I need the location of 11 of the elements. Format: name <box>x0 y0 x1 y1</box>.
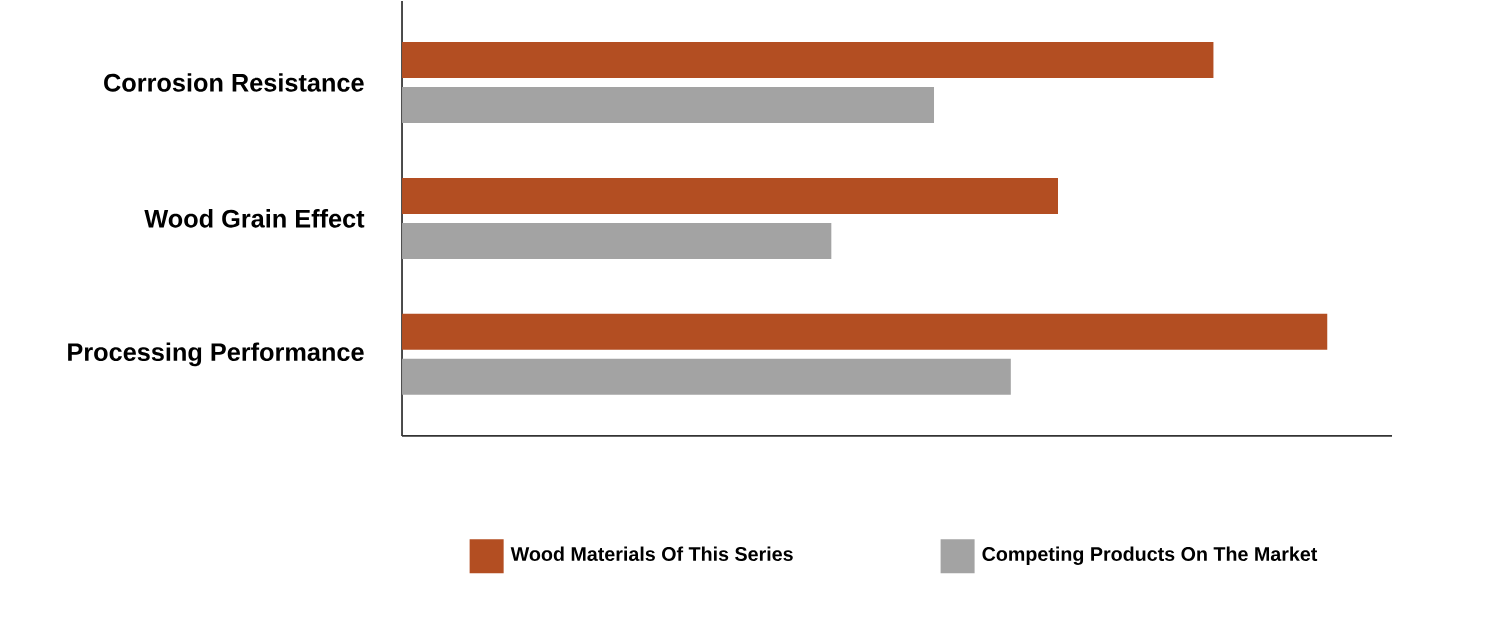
y-tick-label: Corrosion Resistance <box>104 73 364 92</box>
bar <box>402 222 832 259</box>
bar <box>402 358 1011 395</box>
bar <box>402 313 1328 350</box>
bar <box>402 87 935 124</box>
legend-label: Competing Products On The Market <box>982 546 1318 566</box>
bar <box>402 42 1214 78</box>
legend-label: Wood Materials Of This Series <box>510 546 793 562</box>
y-tick-label: Wood Grain Effect <box>144 209 365 228</box>
bar <box>402 177 1058 214</box>
y-tick-label: Processing Performance <box>68 342 364 367</box>
